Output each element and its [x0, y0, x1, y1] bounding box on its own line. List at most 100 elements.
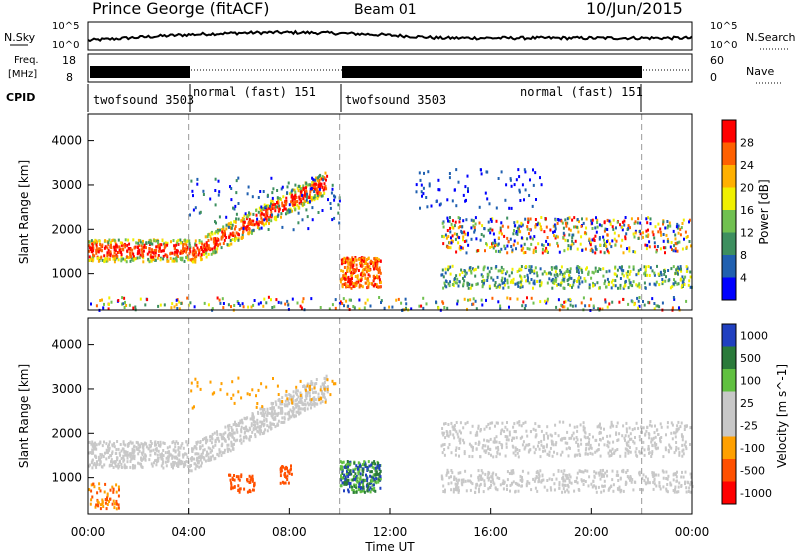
heatmap-cell [233, 227, 236, 231]
heatmap-cell [296, 389, 299, 393]
heatmap-cell [564, 473, 567, 477]
heatmap-cell [363, 463, 366, 467]
heatmap-cell [584, 304, 587, 308]
heatmap-cell [375, 469, 378, 473]
heatmap-cell [112, 466, 115, 469]
heatmap-cell [676, 241, 679, 245]
heatmap-cell [635, 453, 638, 457]
heatmap-cell [515, 231, 518, 235]
heatmap-cell [676, 424, 679, 428]
heatmap-cell [305, 198, 308, 202]
heatmap-cell [245, 228, 248, 232]
heatmap-cell [211, 454, 214, 458]
heatmap-cell [655, 447, 658, 451]
heatmap-cell [516, 297, 519, 301]
heatmap-cell [105, 442, 108, 446]
heatmap-cell [563, 276, 566, 280]
heatmap-cell [521, 304, 524, 308]
heatmap-cell [94, 238, 97, 242]
heatmap-cell [207, 446, 210, 450]
heatmap-cell [173, 252, 176, 256]
heatmap-cell [133, 466, 136, 470]
heatmap-cell [484, 444, 487, 448]
heatmap-cell [636, 284, 639, 288]
heatmap-cell [542, 445, 545, 449]
heatmap-cell [203, 253, 206, 256]
heatmap-cell [113, 260, 116, 264]
heatmap-cell [603, 443, 606, 447]
heatmap-cell [443, 281, 446, 285]
heatmap-cell [613, 272, 616, 276]
heatmap-cell [366, 263, 369, 267]
heatmap-cell [515, 247, 517, 251]
heatmap-cell [512, 469, 515, 473]
heatmap-cell [475, 282, 478, 286]
heatmap-cell [241, 302, 244, 306]
heatmap-cell [345, 478, 348, 482]
heatmap-cell [567, 270, 569, 274]
heatmap-cell [685, 265, 688, 269]
heatmap-cell [437, 178, 440, 182]
heatmap-cell [641, 446, 644, 450]
heatmap-cell [359, 472, 362, 476]
heatmap-cell [516, 220, 519, 224]
heatmap-cell [197, 461, 199, 465]
heatmap-cell [459, 441, 462, 445]
heatmap-cell [469, 298, 472, 302]
heatmap-cell [440, 273, 443, 277]
heatmap-cell [456, 432, 459, 436]
heatmap-cell [582, 483, 585, 486]
heatmap-cell [313, 188, 316, 192]
heatmap-cell [638, 470, 641, 474]
heatmap-cell [138, 248, 141, 252]
heatmap-cell [259, 220, 262, 224]
heatmap-cell [455, 446, 458, 450]
heatmap-cell [600, 426, 602, 430]
heatmap-cell [461, 483, 464, 487]
heatmap-cell [88, 451, 91, 455]
heatmap-cell [219, 432, 222, 436]
heatmap-cell [229, 185, 231, 189]
heatmap-cell [478, 221, 481, 225]
heatmap-cell [90, 483, 93, 487]
heatmap-cell [295, 402, 298, 406]
heatmap-cell [419, 178, 422, 182]
heatmap-cell [124, 453, 127, 457]
heatmap-cell [211, 449, 213, 453]
heatmap-cell [367, 256, 370, 260]
heatmap-cell [314, 178, 317, 182]
heatmap-cell [451, 425, 454, 429]
heatmap-cell [661, 278, 664, 281]
heatmap-cell [590, 276, 593, 280]
heatmap-cell [637, 306, 640, 310]
heatmap-cell [319, 192, 322, 196]
heatmap-cell [544, 249, 547, 253]
heatmap-cell [598, 267, 601, 271]
heatmap-cell [310, 403, 313, 407]
colorbar-tick-label: 4 [740, 272, 747, 285]
heatmap-cell [506, 478, 509, 482]
heatmap-cell [596, 225, 599, 229]
heatmap-cell [251, 388, 254, 392]
heatmap-cell [428, 184, 431, 188]
heatmap-cell [97, 455, 100, 459]
heatmap-cell [127, 442, 130, 445]
heatmap-cell [308, 394, 311, 398]
heatmap-cell [92, 256, 95, 260]
heatmap-cell [449, 280, 451, 284]
velocity-data-marks [88, 318, 694, 514]
heatmap-cell [638, 296, 641, 299]
power-frame [87, 113, 693, 311]
heatmap-cell [218, 451, 221, 455]
heatmap-cell [544, 449, 547, 453]
heatmap-cell [284, 207, 287, 211]
heatmap-cell [534, 218, 537, 221]
heatmap-cell [174, 445, 177, 449]
heatmap-cell [283, 207, 286, 211]
heatmap-cell [235, 179, 238, 183]
heatmap-cell [602, 436, 604, 440]
heatmap-cell [264, 215, 267, 219]
heatmap-cell [256, 226, 259, 229]
heatmap-cell [255, 208, 258, 212]
heatmap-cell [124, 238, 127, 242]
